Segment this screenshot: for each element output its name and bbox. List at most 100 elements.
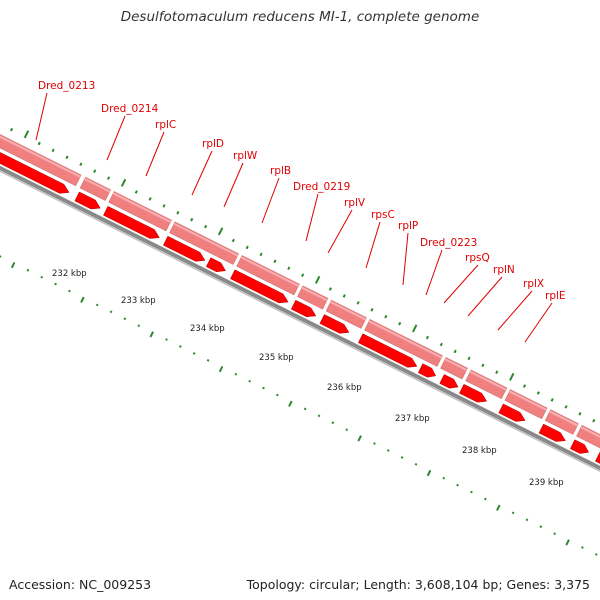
major-tick bbox=[120, 178, 127, 187]
major-tick bbox=[509, 372, 515, 381]
gene-arrow bbox=[569, 439, 590, 454]
outer-strand-genes bbox=[0, 134, 600, 449]
gene-box bbox=[504, 389, 548, 420]
minor-tick bbox=[553, 532, 557, 536]
minor-tick bbox=[65, 155, 69, 160]
minor-tick bbox=[148, 197, 152, 201]
scale-label: 233 kbp bbox=[121, 296, 156, 306]
minor-tick bbox=[204, 224, 208, 229]
minor-tick bbox=[165, 338, 168, 341]
minor-tick bbox=[342, 294, 346, 298]
gene-box-highlight bbox=[549, 410, 578, 427]
major-tick bbox=[217, 227, 224, 236]
minor-tick bbox=[345, 428, 349, 432]
scale-label: 232 kbp bbox=[52, 269, 87, 279]
major-tick bbox=[496, 504, 501, 511]
minor-tick bbox=[134, 190, 138, 194]
gene-label: rplD bbox=[202, 138, 224, 150]
scale-labels: 232 kbp 233 kbp 234 kbp 235 kbp 236 kbp 237 k… bbox=[52, 269, 564, 488]
minor-tick bbox=[109, 310, 113, 314]
gene-labels: Dred_0213Dred_0214rplCrplDrplWrplBDred_0… bbox=[35, 80, 566, 343]
major-tick bbox=[288, 400, 293, 407]
minor-tick bbox=[400, 456, 404, 459]
gene-label: rpsQ bbox=[465, 252, 490, 264]
minor-tick bbox=[68, 289, 71, 293]
gene-arrow bbox=[74, 191, 101, 210]
scale-label: 236 kbp bbox=[327, 383, 362, 393]
gene-arrow bbox=[358, 333, 418, 368]
scale-label: 239 kbp bbox=[529, 478, 564, 488]
gene-box-highlight bbox=[112, 192, 171, 223]
gene-box bbox=[79, 176, 111, 201]
gene-label: Dred_0223 bbox=[420, 237, 477, 249]
scale-label: 234 kbp bbox=[190, 324, 225, 334]
gene-label-leader bbox=[223, 162, 244, 208]
gene-box bbox=[108, 191, 172, 232]
gene-box bbox=[169, 221, 239, 265]
major-tick bbox=[565, 539, 570, 546]
major-tick bbox=[23, 130, 30, 139]
gene-box-highlight bbox=[368, 320, 442, 359]
gene-label: rplX bbox=[523, 278, 544, 290]
gene-box bbox=[544, 409, 579, 435]
minor-tick bbox=[398, 321, 402, 326]
gene-label-leader bbox=[191, 150, 213, 196]
minor-tick bbox=[262, 386, 265, 390]
gene-box-highlight bbox=[240, 256, 299, 287]
minor-tick bbox=[93, 169, 97, 173]
minor-tick bbox=[206, 359, 210, 362]
gene-label: Dred_0213 bbox=[38, 80, 95, 92]
gene-arrow bbox=[417, 363, 437, 378]
minor-tick bbox=[594, 553, 598, 556]
scale-ruler bbox=[0, 255, 598, 556]
gene-label-leader bbox=[106, 115, 126, 161]
gene-arrow bbox=[459, 383, 488, 403]
minor-tick bbox=[301, 273, 305, 277]
minor-tick bbox=[234, 372, 238, 376]
gene-box bbox=[440, 357, 468, 380]
minor-tick bbox=[470, 490, 473, 494]
gene-label-leader bbox=[402, 232, 409, 286]
minor-tick bbox=[276, 393, 279, 397]
gene-label-leader bbox=[467, 276, 503, 317]
minor-tick bbox=[328, 287, 332, 291]
minor-tick bbox=[231, 238, 235, 243]
minor-tick bbox=[384, 314, 388, 319]
gene-box bbox=[364, 319, 443, 367]
gene-label-leader bbox=[443, 264, 479, 304]
gene-arrow bbox=[230, 269, 289, 304]
gene-arrow bbox=[498, 403, 526, 422]
minor-tick bbox=[453, 349, 457, 354]
gene-label: Dred_0214 bbox=[101, 103, 159, 115]
gene-label: rplE bbox=[545, 290, 566, 302]
gene-box bbox=[325, 299, 367, 329]
minor-tick bbox=[414, 462, 418, 466]
gene-arrow bbox=[205, 257, 226, 273]
major-tick bbox=[149, 331, 154, 338]
gene-label: rplN bbox=[493, 264, 515, 276]
gene-label-leader bbox=[497, 290, 533, 331]
gene-label: rplV bbox=[344, 197, 366, 209]
gene-label-leader bbox=[35, 92, 48, 141]
backbone-line bbox=[0, 165, 600, 471]
minor-tick bbox=[51, 148, 55, 153]
major-tick bbox=[426, 469, 432, 477]
minor-tick bbox=[162, 204, 166, 208]
gene-box bbox=[297, 285, 329, 310]
minor-tick bbox=[0, 255, 2, 258]
minor-tick bbox=[190, 217, 194, 222]
minor-tick bbox=[287, 266, 291, 271]
gene-box-highlight bbox=[173, 222, 239, 257]
minor-tick bbox=[179, 345, 182, 348]
gene-label-leader bbox=[327, 209, 353, 254]
scale-label: 238 kbp bbox=[462, 446, 497, 456]
gene-box-highlight bbox=[580, 426, 600, 438]
minor-tick bbox=[317, 414, 321, 418]
gene-label: Dred_0219 bbox=[293, 181, 350, 193]
gene-box-highlight bbox=[0, 135, 81, 178]
gene-label-leader bbox=[524, 302, 553, 343]
minor-tick bbox=[95, 303, 99, 307]
gene-box-highlight bbox=[509, 390, 547, 411]
gene-box bbox=[236, 255, 300, 296]
